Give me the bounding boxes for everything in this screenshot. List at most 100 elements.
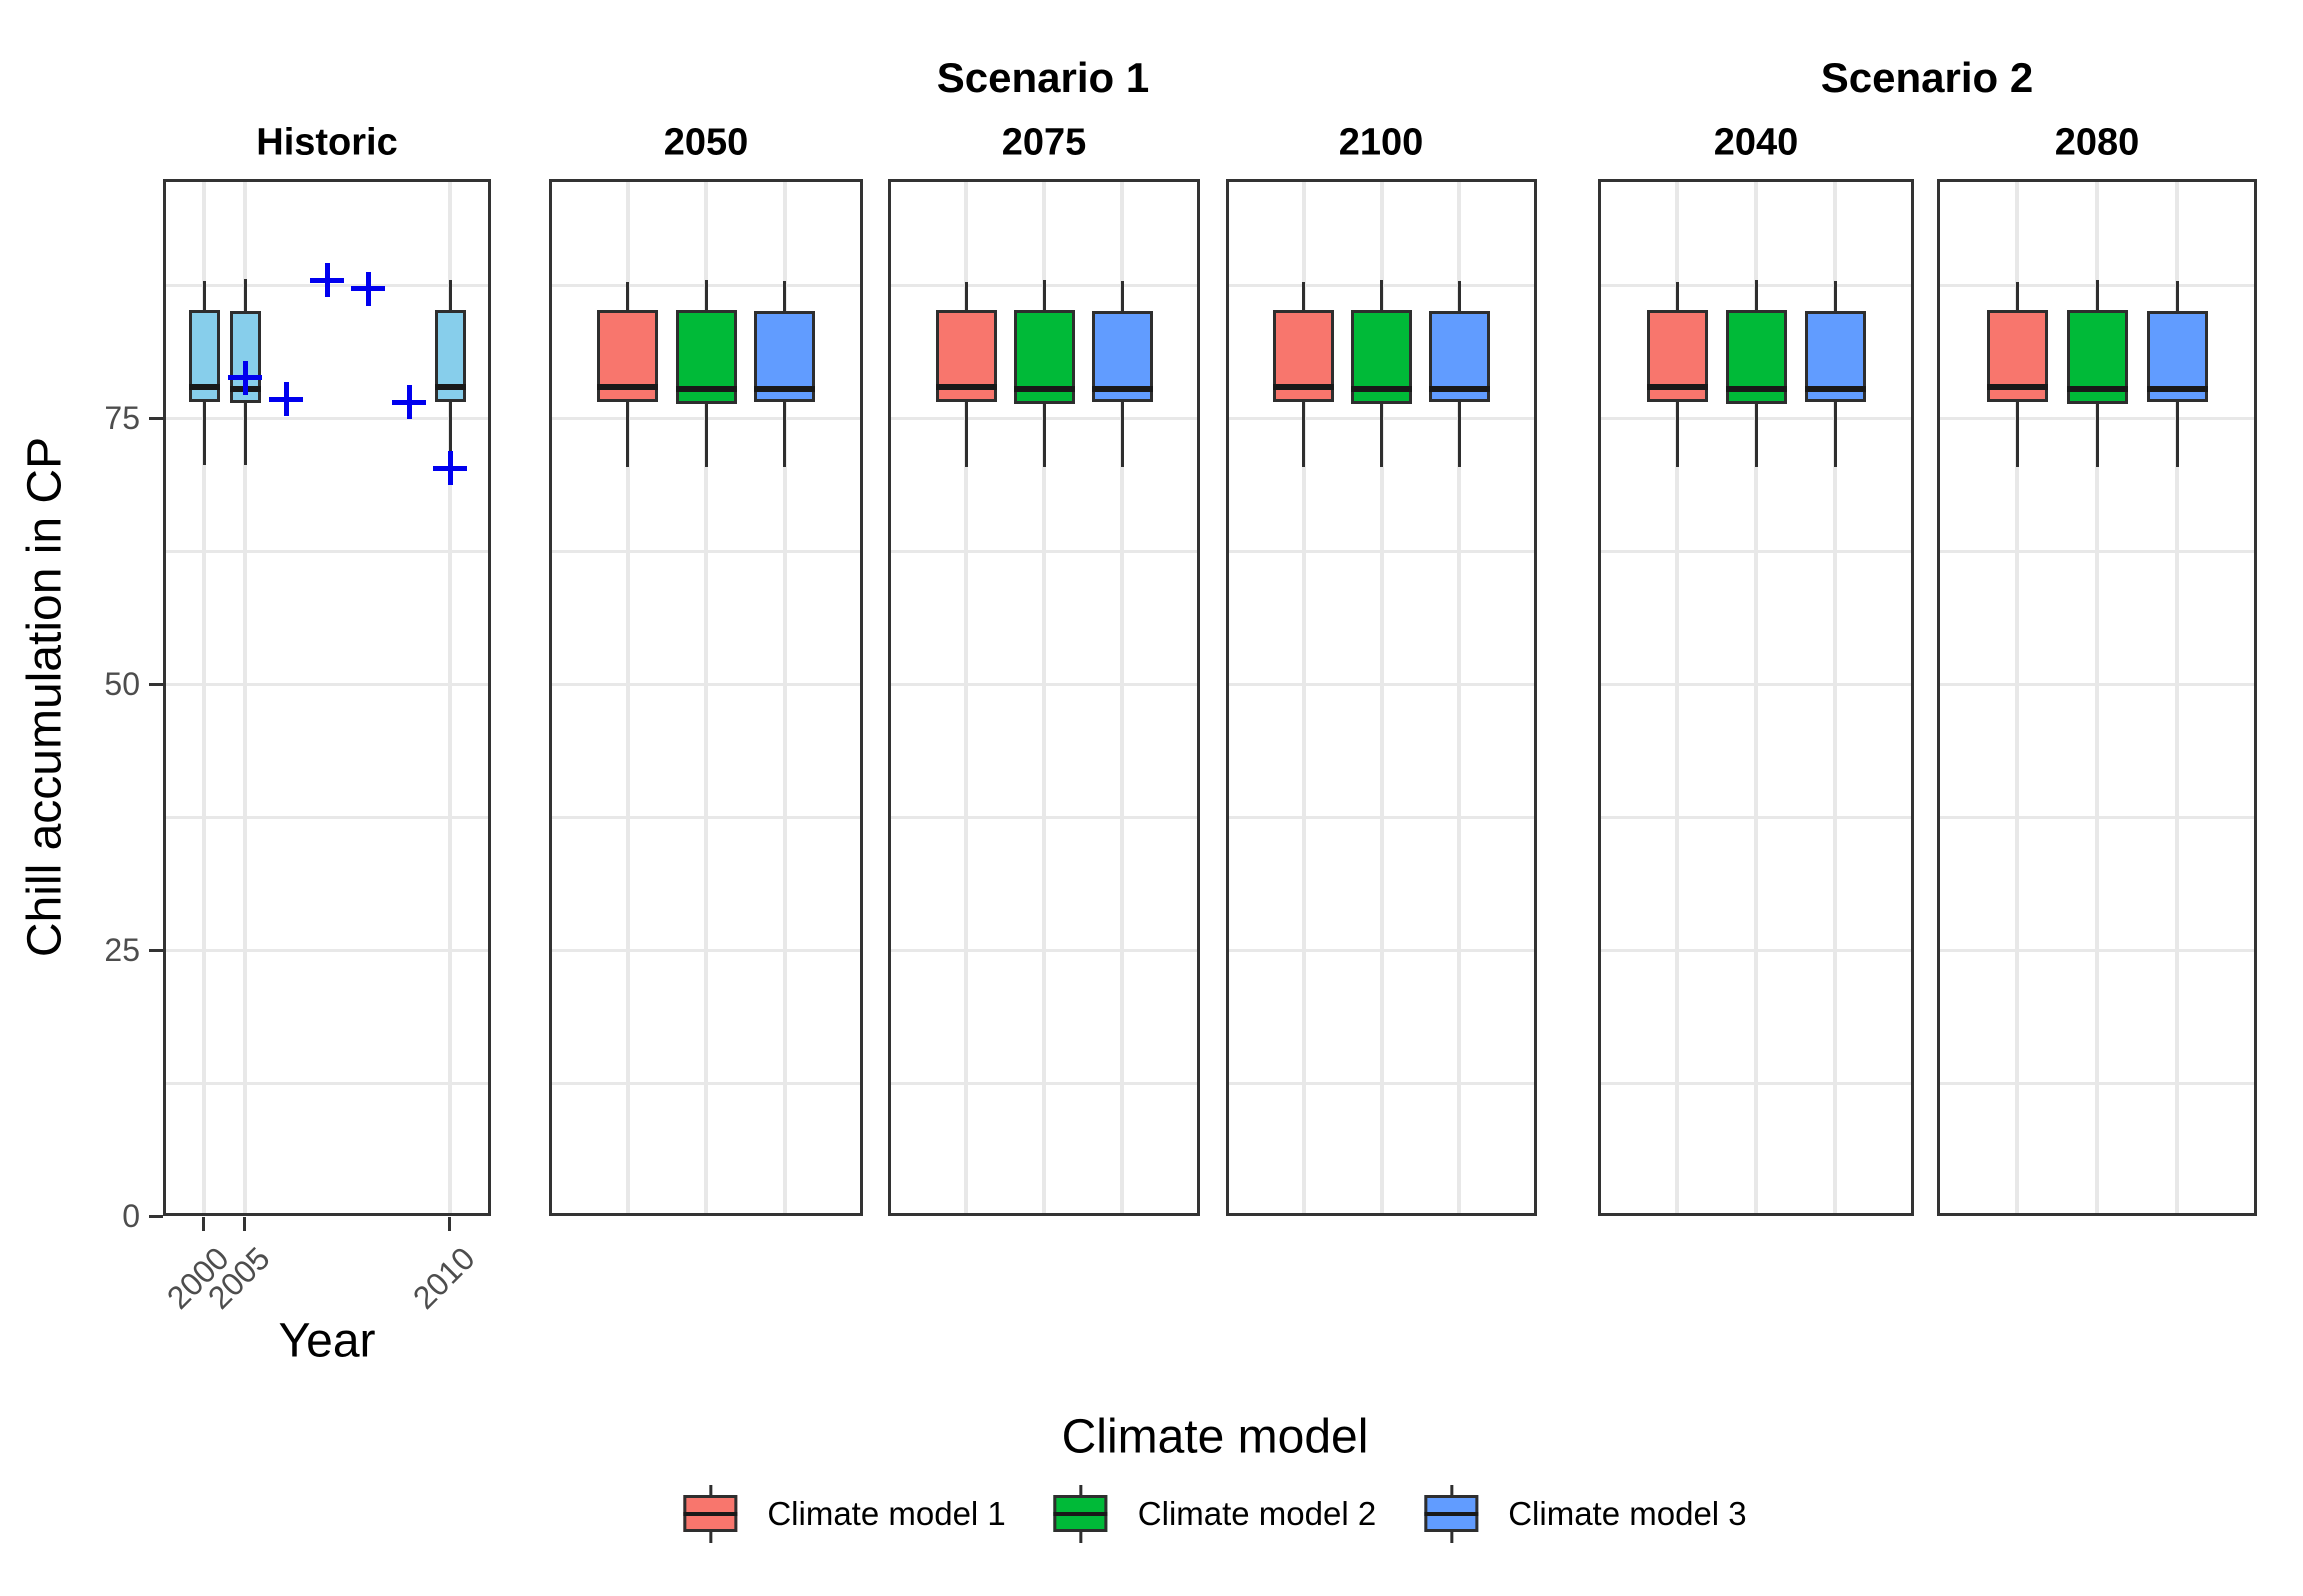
box-2075-model-1-median xyxy=(935,384,997,391)
gridline-vertical xyxy=(964,179,968,1216)
x-tick-mark xyxy=(202,1217,205,1231)
historic-box-2000-upper-whisker xyxy=(202,281,206,310)
gridline-vertical xyxy=(2095,179,2099,1216)
gridline-vertical xyxy=(1675,179,1679,1216)
key-whisker xyxy=(709,1485,713,1495)
y-tick-label: 75 xyxy=(104,400,140,436)
box-2075-model-3-lower-whisker xyxy=(1120,402,1124,468)
box-2050-model-2-median xyxy=(675,385,737,392)
box-2050-model-1-median xyxy=(597,384,658,391)
box-2040-model-1-upper-whisker xyxy=(1675,282,1679,310)
plus-bar xyxy=(406,385,412,420)
box-2075-model-3-median xyxy=(1091,385,1153,392)
box-2040-model-3-upper-whisker xyxy=(1833,281,1837,311)
gridline-vertical xyxy=(2175,179,2179,1216)
facet-title-2080: 2080 xyxy=(2054,121,2140,164)
panel-2075 xyxy=(888,179,1200,1216)
box-2075-model-2-upper-whisker xyxy=(1042,280,1046,310)
gridline-horizontal xyxy=(163,948,491,952)
facet-group-label-scenario-2: Scenario 2 xyxy=(1820,54,2034,101)
box-2075-model-2-lower-whisker xyxy=(1042,404,1046,468)
box-2050-model-3-lower-whisker xyxy=(783,402,786,468)
box-2100-model-2-median xyxy=(1351,385,1412,392)
box-2100-model-3-median xyxy=(1428,385,1490,392)
y-tick-label: 25 xyxy=(104,932,140,968)
box-2040-model-2-median xyxy=(1725,385,1787,392)
historic-box-2000-median xyxy=(188,384,220,391)
box-2075-model-3-upper-whisker xyxy=(1120,281,1124,311)
box-2040-model-1-median xyxy=(1646,384,1708,391)
facet-title-2050: 2050 xyxy=(663,121,749,164)
key-whisker xyxy=(1079,1485,1083,1495)
gridline-horizontal xyxy=(163,1081,491,1085)
observed-point-plus-icon xyxy=(392,385,426,420)
box-2080-model-1-lower-whisker xyxy=(2015,402,2019,468)
observed-point-plus-icon xyxy=(228,360,262,395)
gridline-vertical xyxy=(1301,179,1306,1216)
box-2040-model-1-lower-whisker xyxy=(1675,402,1679,468)
gridline-horizontal xyxy=(163,682,491,686)
box-2050-model-1-lower-whisker xyxy=(626,402,629,468)
box-2100-model-3-upper-whisker xyxy=(1457,281,1461,311)
y-tick-mark xyxy=(149,949,163,952)
gridline-vertical xyxy=(1379,179,1384,1216)
box-2100-model-1-lower-whisker xyxy=(1302,402,1306,468)
box-2080-model-2-median xyxy=(2066,385,2128,392)
box-2080-model-3-lower-whisker xyxy=(2175,402,2179,468)
legend-label: Climate model 1 xyxy=(767,1495,1006,1532)
key-median xyxy=(1424,1512,1479,1516)
plus-bar xyxy=(447,451,453,486)
gridline-vertical xyxy=(1042,179,1046,1216)
facet-group-label-scenario-1: Scenario 1 xyxy=(936,54,1150,101)
historic-box-2010-upper-whisker xyxy=(448,280,452,310)
box-2080-model-1-median xyxy=(1986,384,2048,391)
box-2075-model-1-upper-whisker xyxy=(964,282,968,310)
box-2100-model-1-median xyxy=(1273,384,1335,391)
y-tick-mark xyxy=(149,1215,163,1218)
key-whisker xyxy=(1450,1485,1454,1495)
key-median xyxy=(1053,1512,1108,1516)
box-2100-model-2-upper-whisker xyxy=(1380,280,1383,310)
plus-bar xyxy=(242,360,248,395)
box-2080-model-2-lower-whisker xyxy=(2095,404,2099,468)
legend-entry-model-1: Climate model 1 xyxy=(683,1485,1006,1543)
x-tick-mark xyxy=(243,1217,246,1231)
gridline-vertical xyxy=(782,179,787,1216)
y-tick-mark xyxy=(149,417,163,420)
plus-bar xyxy=(283,382,289,417)
x-tick-label-text: 2010 xyxy=(405,1240,482,1316)
y-tick-label: 50 xyxy=(104,666,140,702)
observed-point-plus-icon xyxy=(269,382,303,417)
boxplot-key-icon xyxy=(683,1485,738,1543)
y-tick-label: 0 xyxy=(122,1198,140,1234)
facet-title-2075: 2075 xyxy=(1001,121,1087,164)
legend: Climate model 1 Climate model 2 Climate … xyxy=(683,1485,1747,1543)
legend-entry-model-2: Climate model 2 xyxy=(1053,1485,1376,1543)
gridline-vertical xyxy=(1457,179,1462,1216)
boxplot-key-icon xyxy=(1424,1485,1479,1543)
x-axis-title: Year xyxy=(278,1314,376,1368)
box-2050-model-3-upper-whisker xyxy=(783,281,786,311)
panel-historic xyxy=(163,179,491,1216)
observed-point-plus-icon xyxy=(433,451,467,486)
box-2080-model-1-upper-whisker xyxy=(2015,282,2019,310)
box-2100-model-3-lower-whisker xyxy=(1457,402,1461,468)
gridline-vertical xyxy=(625,179,630,1216)
box-2040-model-2-upper-whisker xyxy=(1754,280,1758,310)
box-2050-model-3-median xyxy=(754,385,815,392)
historic-box-2010-median xyxy=(434,384,466,391)
box-2075-model-2-median xyxy=(1013,385,1075,392)
gridline-vertical xyxy=(1120,179,1124,1216)
historic-box-2005-upper-whisker xyxy=(243,278,247,311)
observed-point-plus-icon xyxy=(310,263,344,298)
boxplot-key-icon xyxy=(1053,1485,1108,1543)
box-2050-model-2-lower-whisker xyxy=(704,404,708,468)
gridline-vertical xyxy=(243,179,247,1216)
box-2100-model-1-upper-whisker xyxy=(1302,282,1306,310)
box-2080-model-2-upper-whisker xyxy=(2095,280,2099,310)
plus-bar xyxy=(365,271,371,306)
box-2040-model-2-lower-whisker xyxy=(1754,404,1758,468)
box-2040-model-3-lower-whisker xyxy=(1833,402,1837,468)
legend-entry-model-3: Climate model 3 xyxy=(1424,1485,1747,1543)
